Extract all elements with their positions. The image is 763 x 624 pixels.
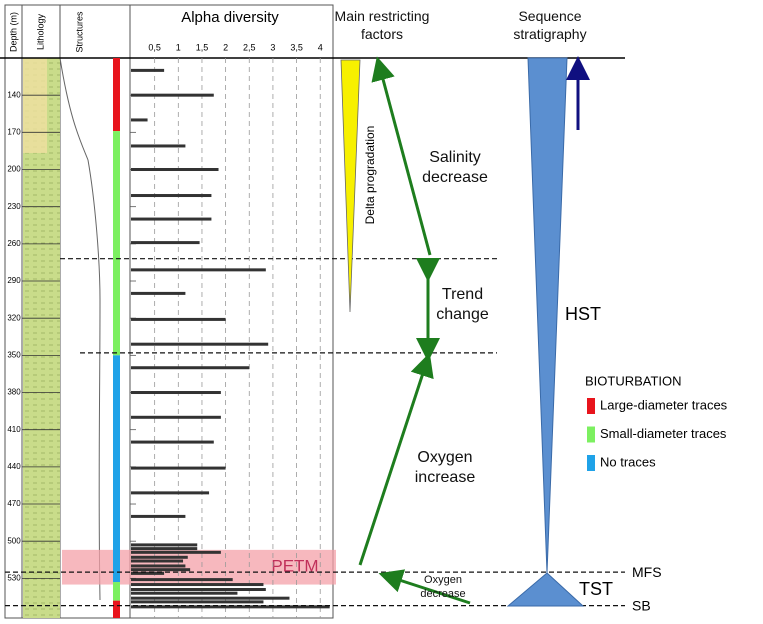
y-tick-label: 230 [7, 202, 21, 211]
x-tick-label: 4 [318, 42, 323, 52]
bar [131, 600, 264, 604]
y-tick-label: 380 [7, 388, 21, 397]
bioturbation-interval [113, 355, 120, 583]
x-tick-label: 2 [223, 42, 228, 52]
marks: PETM 140 170 200 230 260 290 320 350 380 410 440 470… [5, 42, 728, 618]
bar [131, 415, 221, 419]
column-title: Lithology [35, 13, 45, 50]
hst-label: HST [565, 304, 601, 324]
bar [131, 578, 233, 582]
bar [131, 342, 269, 346]
y-tick-label: 320 [7, 313, 21, 322]
oxygen-increase-label: Oxygen increase [414, 449, 476, 486]
x-tick-label: 0,5 [148, 42, 161, 52]
bioturbation-interval [113, 58, 120, 132]
y-tick-label: 170 [7, 127, 21, 136]
bar [131, 93, 214, 97]
y-tick-label: 410 [7, 425, 21, 434]
y-tick-label: 500 [7, 536, 21, 545]
bar [131, 559, 184, 563]
alpha-title: Alpha diversity [181, 9, 279, 26]
legend-label: Large-diameter traces [600, 397, 728, 412]
bar [131, 491, 210, 495]
bar [131, 391, 221, 395]
bar [131, 583, 264, 587]
lithology-sand [23, 58, 47, 153]
legend-label: Small-diameter traces [600, 426, 727, 441]
bar [131, 571, 165, 575]
bar [131, 596, 290, 600]
oxygen-decrease-label: Oxygen decrease [420, 574, 466, 600]
surface-label: MFS [632, 564, 662, 580]
bar [131, 550, 221, 554]
surface-label: SB [632, 597, 651, 613]
x-tick-label: 2,5 [243, 42, 256, 52]
x-tick-label: 1 [176, 42, 181, 52]
bar [131, 241, 200, 245]
y-tick-label: 350 [7, 350, 21, 359]
y-tick-label: 440 [7, 462, 21, 471]
bar [131, 268, 266, 272]
legend-swatch [587, 398, 595, 414]
bar [131, 564, 186, 568]
legend-swatch [587, 426, 595, 443]
bar [131, 291, 186, 295]
legend-swatch [587, 455, 595, 471]
legend-label: No traces [600, 454, 656, 469]
bar [131, 194, 212, 198]
delta-label: Delta progradation [363, 126, 377, 225]
bar [131, 514, 186, 518]
x-tick-label: 3,5 [290, 42, 303, 52]
bar [131, 588, 266, 592]
sequence-title: Sequence stratigraphy [513, 8, 587, 42]
arrow [378, 569, 471, 605]
hst-triangle [527, 57, 568, 574]
column-title: Structures [74, 11, 84, 53]
x-tick-label: 1,5 [196, 42, 209, 52]
bar [131, 543, 198, 547]
y-tick-label: 200 [7, 165, 21, 174]
bioturbation-interval [113, 600, 120, 618]
y-tick-label: 140 [7, 90, 21, 99]
arrow [371, 56, 432, 256]
arrows [358, 56, 471, 605]
x-tick-label: 3 [270, 42, 275, 52]
bar [131, 555, 188, 559]
bar [131, 317, 226, 321]
bar [131, 68, 165, 72]
bar [131, 605, 330, 609]
structures-profile [59, 57, 101, 601]
bar [131, 466, 226, 470]
factors-title: Main restricting factors [334, 8, 430, 42]
bar [131, 547, 198, 551]
y-tick-label: 260 [7, 239, 21, 248]
y-tick-label: 530 [7, 573, 21, 582]
bioturbation-interval [113, 582, 120, 601]
arrow [358, 352, 434, 566]
bar [131, 144, 186, 148]
depth-title: Depth (m) [8, 12, 18, 52]
trend-label: Trend change [436, 286, 489, 323]
bar [131, 591, 238, 595]
petm-label: PETM [271, 557, 318, 576]
legend-title: BIOTURBATION [585, 373, 682, 388]
bar [131, 168, 219, 172]
panel-frame [4, 4, 334, 619]
bar [131, 217, 212, 221]
y-tick-label: 290 [7, 276, 21, 285]
bar [131, 366, 250, 370]
bar [131, 440, 214, 444]
bioturbation-interval [113, 131, 120, 356]
salinity-label: Salinity decrease [422, 149, 488, 186]
delta-triangle [340, 59, 361, 313]
bar [131, 568, 191, 572]
bar [131, 118, 148, 122]
y-tick-label: 470 [7, 499, 21, 508]
tst-triangle [506, 572, 585, 607]
tst-label: TST [579, 579, 613, 599]
